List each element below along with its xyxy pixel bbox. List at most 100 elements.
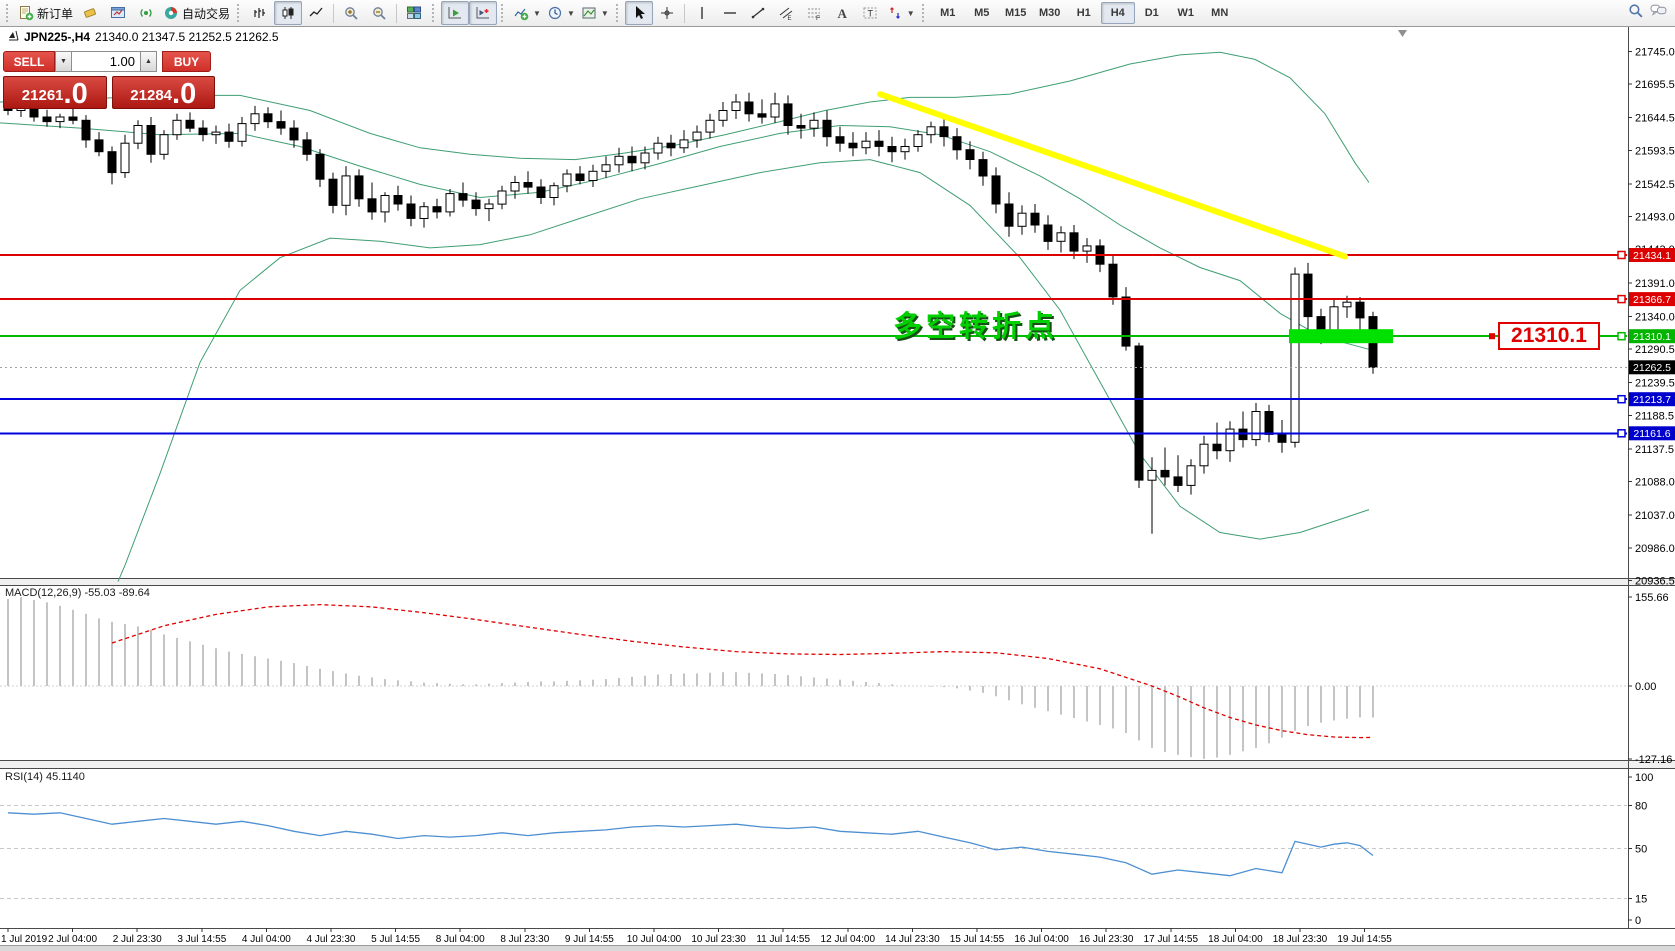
candle xyxy=(1186,459,1196,495)
indicators-button[interactable]: ▼ xyxy=(510,1,544,25)
price-axis-label: 20986.0 xyxy=(1635,543,1675,555)
chart-title: JPN225-,H4 21340.0 21347.5 21252.5 21262… xyxy=(8,30,279,44)
timeframe-d1-button[interactable]: D1 xyxy=(1144,7,1159,19)
candle xyxy=(965,141,975,170)
trendline-icon xyxy=(750,5,766,21)
timeframe-mn-button[interactable]: MN xyxy=(1211,7,1229,19)
panel-separator xyxy=(0,578,1675,585)
signal-icon xyxy=(138,5,154,21)
line-anchor[interactable] xyxy=(1617,250,1626,260)
buy-price-box[interactable]: 21284 .0 xyxy=(111,76,215,109)
candle xyxy=(419,202,429,228)
fibonacci-button[interactable]: F xyxy=(800,1,828,25)
periods-button[interactable]: ▼ xyxy=(544,1,578,25)
styler-button[interactable] xyxy=(76,1,104,25)
zoom-out-button[interactable] xyxy=(365,1,393,25)
zoom-out-icon xyxy=(371,5,387,21)
cursor-button[interactable] xyxy=(624,1,653,25)
line-icon xyxy=(308,5,324,21)
volume-down-button[interactable]: ▼ xyxy=(55,51,72,72)
chart-shift-marker-icon[interactable] xyxy=(1398,30,1407,37)
candle xyxy=(42,109,52,127)
toolbar-right-icons xyxy=(1627,2,1675,24)
arrows-button[interactable]: ▼ xyxy=(884,1,918,25)
candle xyxy=(640,146,650,170)
line-chart-mode-button[interactable] xyxy=(302,1,330,25)
candle xyxy=(120,134,130,178)
price-tag-label: 21262.5 xyxy=(1633,362,1671,374)
highlight-zone[interactable] xyxy=(1289,329,1393,344)
macd-axis-label: -127.16 xyxy=(1635,754,1672,766)
auto-trading-button[interactable]: 自动交易 xyxy=(160,1,233,25)
clock-icon xyxy=(547,5,563,21)
price-axis-label: 21239.5 xyxy=(1635,377,1675,389)
price-callout-label[interactable]: 21310.1 xyxy=(1498,322,1600,350)
line-anchor[interactable] xyxy=(1617,394,1626,404)
chat-icon[interactable] xyxy=(1650,2,1667,24)
horizontal-line-button[interactable] xyxy=(716,1,744,25)
timeframe-w1-button[interactable]: W1 xyxy=(1177,7,1194,19)
zoom-in-button[interactable] xyxy=(337,1,365,25)
chevron-down-icon[interactable]: ▼ xyxy=(533,8,541,18)
price-axis-label: 21088.0 xyxy=(1635,476,1675,488)
candle xyxy=(757,99,767,124)
search-icon[interactable] xyxy=(1627,2,1644,24)
chart-shift-button[interactable] xyxy=(469,1,498,25)
candles-layer xyxy=(3,92,1378,534)
time-axis-label: 10 Jul 04:00 xyxy=(627,934,682,945)
timeframe-m30-button[interactable]: M30 xyxy=(1039,7,1061,19)
line-anchor[interactable] xyxy=(1617,331,1626,341)
crosshair-button[interactable] xyxy=(653,1,681,25)
price-tag-label: 21310.1 xyxy=(1633,331,1671,343)
equidistant-channel-button[interactable]: E xyxy=(772,1,800,25)
buy-button[interactable]: BUY xyxy=(162,51,211,72)
candle xyxy=(1147,457,1157,534)
timeframe-h4-button[interactable]: H4 xyxy=(1100,2,1135,24)
tile-windows-button[interactable] xyxy=(400,1,428,25)
candle xyxy=(328,172,338,214)
chart-text-annotation[interactable]: 多空转折点 xyxy=(893,311,1059,343)
text-label-button[interactable]: T xyxy=(856,1,884,25)
timeframe-m1-button[interactable]: M1 xyxy=(940,7,956,19)
candle xyxy=(523,171,533,194)
candle xyxy=(536,179,546,204)
chevron-down-icon[interactable]: ▼ xyxy=(566,8,575,18)
candle xyxy=(341,166,351,216)
new-order-button[interactable]: 新订单 xyxy=(15,1,76,25)
time-axis-label: 16 Jul 04:00 xyxy=(1014,934,1069,945)
line-anchor[interactable] xyxy=(1617,294,1626,304)
candle xyxy=(913,130,923,152)
candle xyxy=(952,128,962,160)
volume-input[interactable]: 1.00 xyxy=(72,51,140,72)
timeframe-h1-button[interactable]: H1 xyxy=(1076,7,1091,19)
trendline-object[interactable] xyxy=(877,91,1348,260)
trendline-button[interactable] xyxy=(744,1,772,25)
chevron-down-icon[interactable]: ▼ xyxy=(600,8,609,18)
candle xyxy=(1225,421,1235,462)
eraser-icon xyxy=(82,5,98,21)
bar-chart-mode-button[interactable] xyxy=(246,1,274,25)
price-tag xyxy=(1629,426,1675,441)
time-axis-label: 12 Jul 04:00 xyxy=(821,934,876,945)
timeframe-m5-button[interactable]: M5 xyxy=(974,7,990,19)
chevron-down-icon[interactable]: ▼ xyxy=(906,8,915,18)
sell-price-box[interactable]: 21261 .0 xyxy=(3,76,107,109)
volume-up-button[interactable]: ▲ xyxy=(140,51,157,72)
text-button[interactable]: A xyxy=(828,1,856,25)
vertical-line-button[interactable] xyxy=(688,1,716,25)
market-watch-button[interactable] xyxy=(104,1,132,25)
line-anchor[interactable] xyxy=(1617,429,1626,438)
callout-anchor[interactable] xyxy=(1489,333,1495,340)
candle xyxy=(510,175,520,199)
candle xyxy=(172,113,182,140)
templates-button[interactable]: ▼ xyxy=(578,1,612,25)
candle xyxy=(1355,297,1365,330)
timeframe-m15-button[interactable]: M15 xyxy=(1005,7,1027,19)
auto-scroll-button[interactable] xyxy=(441,1,470,25)
price-axis-label: 21037.0 xyxy=(1635,510,1675,522)
candle xyxy=(692,125,702,148)
signals-button[interactable] xyxy=(132,1,160,25)
sell-button[interactable]: SELL xyxy=(3,51,55,72)
toolbar-grip xyxy=(615,4,621,22)
candle-chart-mode-button[interactable] xyxy=(274,1,303,25)
